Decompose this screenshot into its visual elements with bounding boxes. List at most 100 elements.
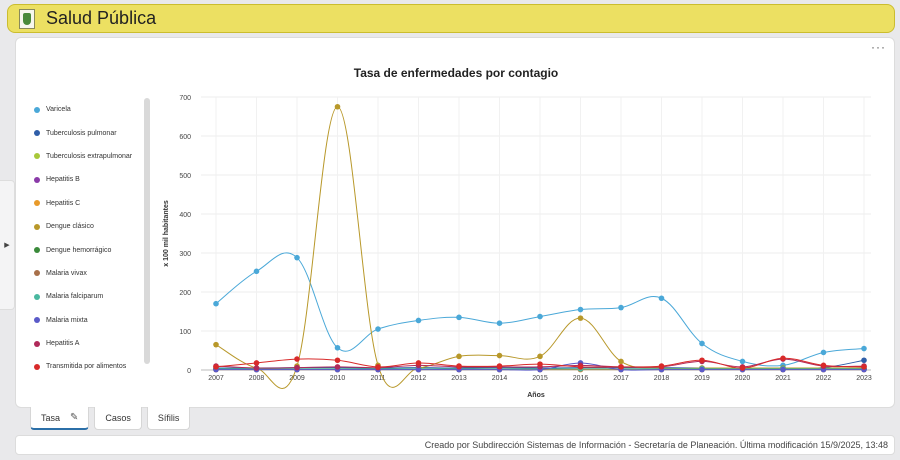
- x-tick-label: 2021: [775, 375, 791, 382]
- y-tick-label: 0: [187, 368, 191, 375]
- data-point: [415, 366, 422, 373]
- data-point: [496, 352, 503, 359]
- legend-item[interactable]: Varicela: [34, 98, 149, 121]
- legend-item[interactable]: Hepatitis B: [34, 168, 149, 191]
- legend-item[interactable]: Hepatitis C: [34, 192, 149, 215]
- x-tick-label: 2022: [816, 375, 832, 382]
- data-point: [658, 363, 665, 369]
- legend-label: Hepatitis B: [46, 176, 80, 184]
- data-point: [537, 361, 543, 367]
- tab-label: Tasa: [41, 412, 61, 423]
- edit-pencil-icon[interactable]: ✎: [70, 412, 79, 423]
- legend-item[interactable]: Transmitida por alimentos: [34, 355, 149, 378]
- tab-label: Casos: [105, 413, 131, 423]
- legend-scrollbar[interactable]: [144, 98, 150, 364]
- legend-label: Dengue clásico: [46, 223, 94, 231]
- data-point: [334, 364, 341, 370]
- data-point: [415, 317, 422, 324]
- legend-label: Hepatitis A: [46, 340, 80, 348]
- data-point: [294, 254, 300, 261]
- data-point: [861, 357, 867, 364]
- x-tick-label: 2020: [735, 375, 751, 382]
- tab-casos[interactable]: Casos: [94, 407, 142, 430]
- coat-of-arms-logo: [19, 8, 35, 29]
- legend-label: Hepatitis C: [46, 199, 81, 207]
- footer-credits: Creado por Subdirección Sistemas de Info…: [15, 435, 895, 455]
- data-point: [415, 360, 422, 366]
- x-tick-label: 2008: [249, 375, 265, 382]
- x-tick-label: 2014: [492, 375, 508, 382]
- x-tick-label: 2013: [451, 375, 467, 382]
- tab-bar: Tasa ✎ Casos Sífilis: [30, 407, 195, 430]
- data-point: [456, 314, 462, 321]
- x-tick-label: 2007: [208, 375, 224, 382]
- data-point: [699, 357, 705, 364]
- data-point: [253, 268, 260, 275]
- data-point: [537, 313, 543, 320]
- legend-marker-icon: [34, 363, 40, 370]
- y-tick-label: 300: [179, 251, 191, 258]
- y-tick-label: 500: [179, 173, 191, 180]
- x-axis-title: Años: [527, 392, 545, 399]
- data-point: [456, 353, 462, 360]
- legend-label: Malaria mixta: [46, 316, 88, 324]
- data-point: [618, 304, 624, 311]
- tab-label: Sífilis: [157, 413, 180, 423]
- data-point: [780, 366, 786, 373]
- x-tick-label: 2017: [613, 375, 629, 382]
- line-chart: 0 100 200 300 400 500 600 700 2007 2008 2009 2010 20…: [163, 95, 872, 399]
- data-point: [375, 364, 381, 370]
- legend-marker-icon: [34, 270, 40, 277]
- x-tick-label: 2018: [654, 375, 670, 382]
- legend-label: Transmitida por alimentos: [46, 363, 127, 371]
- data-point: [213, 341, 219, 348]
- legend-marker-icon: [34, 293, 40, 300]
- y-tick-label: 200: [179, 290, 191, 297]
- legend-marker-icon: [34, 153, 40, 160]
- chevron-right-icon: ▶: [4, 242, 10, 249]
- data-point: [496, 320, 503, 327]
- data-point: [334, 357, 341, 364]
- legend-label: Malaria vivax: [46, 269, 87, 277]
- x-tick-label: 2019: [694, 375, 710, 382]
- data-point: [577, 306, 584, 313]
- data-point: [699, 340, 705, 347]
- y-axis-title: x 100 mil habitantes: [163, 200, 170, 267]
- app-title: Salud Pública: [46, 8, 157, 28]
- tab-sifilis[interactable]: Sífilis: [146, 407, 191, 430]
- data-point: [213, 364, 219, 370]
- app-header: Salud Pública: [7, 4, 895, 33]
- data-point: [375, 326, 381, 332]
- legend-label: Tuberculosis extrapulmonar: [46, 152, 133, 160]
- legend-item[interactable]: Hepatitis A: [34, 332, 149, 355]
- x-tick-label: 2016: [573, 375, 589, 382]
- data-point: [820, 362, 827, 369]
- y-tick-label: 100: [179, 329, 191, 336]
- more-options-icon[interactable]: ···: [871, 40, 886, 54]
- data-point: [780, 355, 786, 362]
- data-point: [861, 364, 867, 370]
- data-point: [618, 358, 624, 365]
- data-point: [496, 363, 503, 369]
- legend-item[interactable]: Malaria falciparum: [34, 285, 149, 308]
- legend-marker-icon: [34, 223, 40, 230]
- data-point: [618, 364, 624, 370]
- legend-marker-icon: [34, 130, 40, 137]
- side-panel-toggle[interactable]: ▶: [0, 180, 15, 310]
- tab-tasa[interactable]: Tasa ✎: [30, 407, 90, 430]
- legend-item[interactable]: Malaria vivax: [34, 262, 149, 285]
- x-tick-label: 2023: [856, 375, 872, 382]
- data-point: [577, 315, 584, 321]
- legend-marker-icon: [34, 176, 40, 183]
- legend-item[interactable]: Dengue hemorrágico: [34, 238, 149, 261]
- data-point: [577, 364, 584, 370]
- data-point: [739, 365, 746, 371]
- legend-item[interactable]: Tuberculosis pulmonar: [34, 121, 149, 144]
- legend-marker-icon: [34, 317, 40, 324]
- x-tick-label: 2011: [370, 375, 385, 382]
- data-point: [739, 358, 746, 365]
- data-point: [334, 103, 341, 110]
- legend-item[interactable]: Dengue clásico: [34, 215, 149, 238]
- legend-item[interactable]: Tuberculosis extrapulmonar: [34, 145, 149, 168]
- legend-item[interactable]: Malaria mixta: [34, 309, 149, 332]
